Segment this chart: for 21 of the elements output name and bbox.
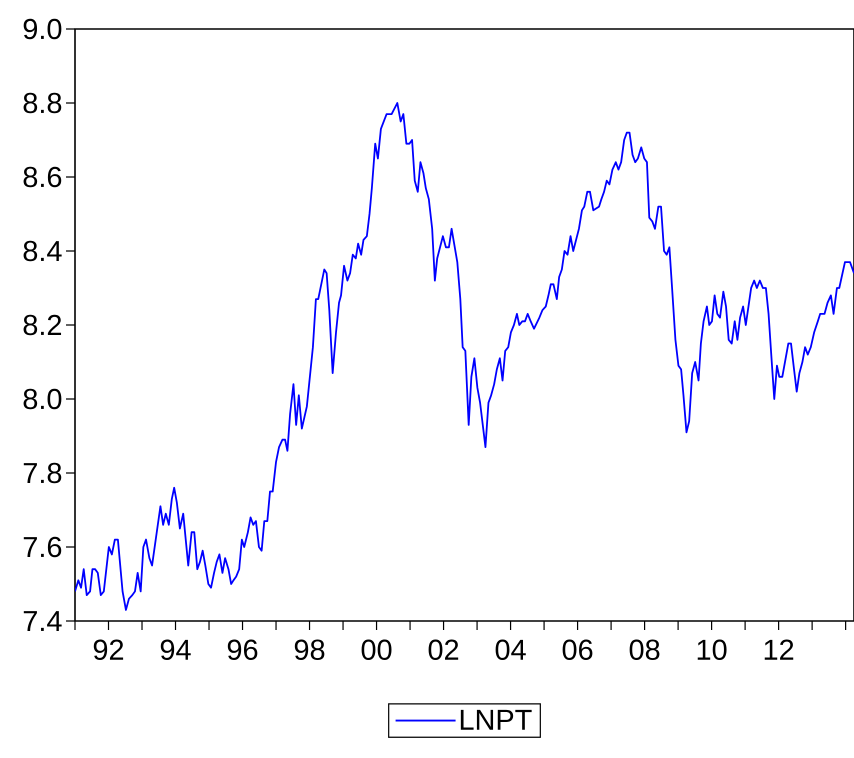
x-tick-label: 96 [228, 640, 258, 660]
y-tick-label: 8.0 [24, 388, 62, 410]
legend-label: LNPT [460, 710, 532, 730]
x-tick-label: 00 [362, 640, 392, 660]
x-tick-label: 06 [562, 640, 592, 660]
y-tick-label: 8.2 [24, 314, 62, 336]
x-tick-label: 04 [496, 640, 526, 660]
y-tick-label: 8.6 [24, 166, 62, 188]
y-tick-label: 7.6 [24, 536, 62, 558]
y-tick-label: 8.4 [24, 240, 62, 262]
x-tick-label: 92 [94, 640, 124, 660]
y-tick-label: 7.8 [24, 462, 62, 484]
x-tick-label: 02 [428, 640, 458, 660]
x-tick-label: 98 [294, 640, 324, 660]
y-tick-label: 7.4 [24, 611, 62, 631]
y-tick-label: 9.0 [24, 18, 62, 40]
x-tick-label: 12 [764, 640, 794, 660]
x-tick-label: 08 [630, 640, 660, 660]
x-tick-label: 94 [160, 640, 191, 660]
y-tick-label: 8.8 [24, 92, 62, 114]
x-tick-label: 10 [698, 640, 727, 660]
